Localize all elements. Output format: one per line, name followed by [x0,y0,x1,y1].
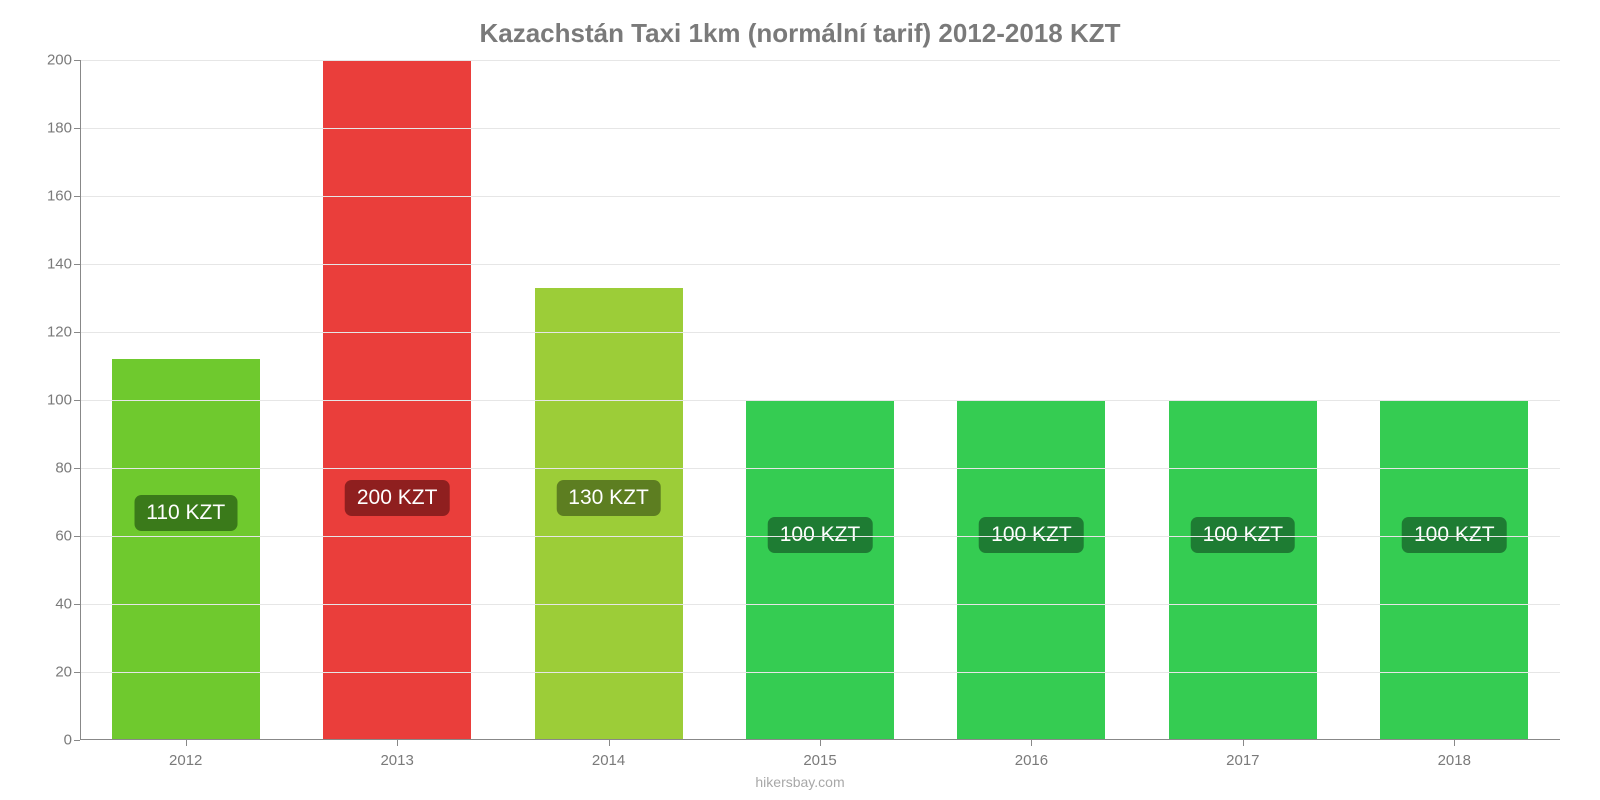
x-tick-label: 2015 [803,752,836,769]
y-axis: 020406080100120140160180200 [30,60,80,740]
gridline [80,60,1560,61]
bar-value-label: 100 KZT [1191,517,1296,553]
y-tick-label: 0 [64,732,72,749]
bar: 100 KZT [1169,400,1317,740]
bar: 100 KZT [957,400,1105,740]
bar-value-label: 100 KZT [768,517,873,553]
bar-value-label: 200 KZT [345,480,450,516]
y-tick-label: 140 [47,256,72,273]
bar: 100 KZT [746,400,894,740]
x-tick-mark [609,740,610,746]
x-tick-mark [820,740,821,746]
x-tick-label: 2017 [1226,752,1259,769]
y-tick-label: 100 [47,392,72,409]
gridline [80,536,1560,537]
bar-value-label: 130 KZT [556,480,661,516]
bar-value-label: 100 KZT [1402,517,1507,553]
bar-value-label: 110 KZT [134,495,237,531]
x-tick-label: 2014 [592,752,625,769]
y-tick-label: 40 [55,596,72,613]
x-tick-label: 2018 [1438,752,1471,769]
y-tick-label: 180 [47,120,72,137]
source-label: hikersbay.com [755,774,844,790]
x-tick-mark [1031,740,1032,746]
bar: 110 KZT [112,359,260,740]
gridline [80,128,1560,129]
y-tick-label: 80 [55,460,72,477]
y-tick-label: 160 [47,188,72,205]
gridline [80,468,1560,469]
x-tick-mark [1243,740,1244,746]
y-tick-label: 200 [47,52,72,69]
y-tick-label: 60 [55,528,72,545]
gridline [80,264,1560,265]
x-tick-mark [186,740,187,746]
x-tick-label: 2016 [1015,752,1048,769]
y-tick-label: 20 [55,664,72,681]
bar: 100 KZT [1380,400,1528,740]
gridline [80,604,1560,605]
chart-title: Kazachstán Taxi 1km (normální tarif) 201… [0,0,1600,49]
gridline [80,196,1560,197]
x-tick-label: 2013 [380,752,413,769]
y-tick-mark [74,740,80,741]
y-tick-label: 120 [47,324,72,341]
gridline [80,332,1560,333]
x-tick-label: 2012 [169,752,202,769]
x-tick-mark [397,740,398,746]
gridline [80,400,1560,401]
gridline [80,672,1560,673]
plot-area: 020406080100120140160180200 110 KZT200 K… [80,60,1560,740]
bar-value-label: 100 KZT [979,517,1084,553]
x-tick-mark [1454,740,1455,746]
y-axis-line [80,60,81,740]
